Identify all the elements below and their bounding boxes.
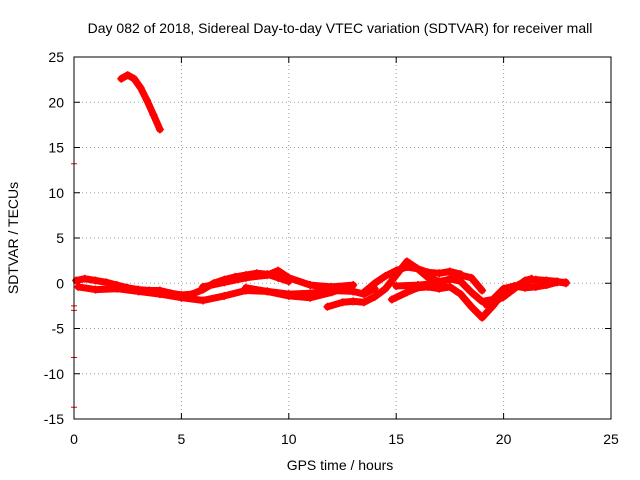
data-point	[413, 281, 422, 290]
data-point	[198, 296, 207, 305]
y-tick-label: 20	[48, 94, 64, 110]
data-point	[445, 267, 454, 276]
data-point	[220, 278, 229, 287]
data-point	[143, 96, 152, 105]
data-point	[112, 284, 121, 293]
data-point	[521, 276, 530, 285]
data-point	[370, 292, 379, 301]
data-point	[274, 273, 283, 282]
data-point	[370, 279, 379, 288]
data-point	[456, 270, 465, 279]
data-point	[338, 298, 347, 307]
data-point	[527, 274, 536, 283]
data-point	[349, 297, 358, 306]
data-point	[531, 282, 540, 291]
data-point	[392, 281, 401, 290]
data-point	[220, 291, 229, 300]
data-point	[263, 271, 272, 280]
x-tick-label: 0	[70, 431, 78, 447]
axis-ticks: 0 5 10 15 20 25 -15 -10 -5 0 5 10 15 20 25	[44, 49, 619, 447]
data-point	[424, 268, 433, 277]
x-tick-label: 15	[388, 431, 404, 447]
data-point	[467, 273, 476, 282]
data-point	[306, 293, 315, 302]
data-point	[198, 282, 207, 291]
data-point	[91, 276, 100, 285]
data-point	[402, 262, 411, 271]
data-point	[381, 272, 390, 281]
y-tick-label: -10	[44, 366, 64, 382]
plot-frame	[73, 56, 612, 420]
data-point	[284, 291, 293, 300]
y-tick-label: -5	[52, 321, 65, 337]
data-point	[134, 287, 143, 296]
data-point	[149, 110, 158, 119]
data-point	[387, 295, 396, 304]
data-point	[72, 276, 81, 285]
y-tick-label: -15	[44, 411, 64, 427]
data-point	[435, 279, 444, 288]
data-point	[510, 284, 519, 293]
data-point	[553, 277, 562, 286]
data-point	[80, 274, 89, 283]
data-point	[359, 288, 368, 297]
data-point	[491, 297, 500, 306]
data-point	[392, 266, 401, 275]
data-point	[435, 269, 444, 278]
data-point	[327, 288, 336, 297]
data-point	[456, 290, 465, 299]
data-point	[241, 283, 250, 292]
data-point	[445, 282, 454, 291]
data-point	[102, 278, 111, 287]
data-point	[359, 298, 368, 307]
chart-title: Day 082 of 2018, Sidereal Day-to-day VTE…	[88, 20, 593, 36]
data-point	[478, 297, 487, 306]
y-tick-label: 15	[48, 140, 64, 156]
data-point	[542, 276, 551, 285]
data-point	[117, 74, 126, 83]
data-point	[155, 125, 164, 134]
data-point	[478, 313, 487, 322]
data-point	[561, 279, 570, 288]
data-point	[306, 281, 315, 290]
data-point	[413, 264, 422, 273]
data-point	[467, 302, 476, 311]
data-point	[323, 302, 332, 311]
data-point	[445, 274, 454, 283]
data-point	[402, 288, 411, 297]
data-point	[263, 287, 272, 296]
data-point	[274, 266, 283, 275]
data-point	[478, 286, 487, 295]
series-band-f	[360, 263, 465, 296]
x-tick-label: 10	[281, 431, 297, 447]
data-point	[136, 83, 145, 92]
data-point	[467, 288, 476, 297]
data-point	[482, 300, 491, 309]
x-tick-label: 25	[603, 431, 619, 447]
y-tick-label: 25	[48, 49, 64, 65]
data-point	[74, 282, 83, 291]
x-axis-label: GPS time / hours	[287, 457, 394, 473]
data-point	[456, 277, 465, 286]
data-point	[130, 74, 139, 83]
data-point	[499, 292, 508, 301]
data-point	[155, 290, 164, 299]
data-point	[177, 293, 186, 302]
data-point	[381, 284, 390, 293]
y-tick-label: 5	[56, 230, 64, 246]
y-tick-label: 0	[56, 275, 64, 291]
data-point	[338, 284, 347, 293]
data-point	[349, 287, 358, 296]
data-point	[241, 273, 250, 282]
data-point	[91, 285, 100, 294]
data-marks	[71, 71, 570, 411]
y-axis-label: SDTVAR / TECUs	[5, 182, 21, 294]
x-tick-label: 20	[496, 431, 512, 447]
y-tick-label: 10	[48, 185, 64, 201]
x-tick-label: 5	[178, 431, 186, 447]
data-point	[284, 273, 293, 282]
data-point	[123, 71, 132, 80]
